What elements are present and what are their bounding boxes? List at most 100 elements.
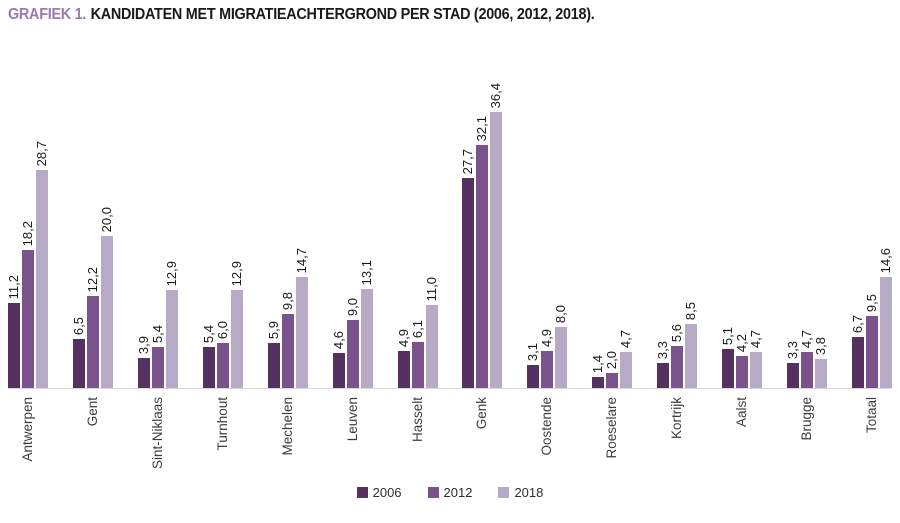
category-label-mechelen: Mechelen [279,397,295,456]
bar-slot-2006-turnhout: 5,4 [201,325,216,388]
bar-2006-roeselare [592,377,605,388]
bar-slot-2012-sint-niklaas: 5,4 [150,325,165,388]
category-label-aalst: Aalst [734,397,750,428]
category-label-oostende: Oostende [539,397,555,456]
bar-2018-gent [100,236,113,388]
category-label-antwerpen: Antwerpen [20,397,35,462]
legend-item-2006: 2006 [356,485,402,500]
bar-2018-genk [490,112,503,388]
bar-2012-hasselt [411,342,424,388]
bar-2018-roeselare [620,352,633,388]
category-label-genk: Genk [474,397,490,430]
bar-2012-totaal [865,316,878,388]
bar-value-label: 36,4 [488,82,504,108]
bar-value-label: 6,7 [849,314,865,333]
category-label-totaal: Totaal [863,397,879,434]
bar-value-label: 20,0 [98,206,114,232]
bar-value-label: 13,1 [358,259,374,285]
bar-2018-oostende [555,327,568,388]
category-label-turnhout: Turnhout [214,397,230,451]
bar-value-label: 8,0 [553,304,569,323]
bar-slot-2006-leuven: 4,6 [331,331,346,388]
bar-value-label: 8,5 [683,301,699,320]
bar-group-mechelen: 5,9 9,8 14,7 Mechelen [266,60,309,456]
bar-slot-2012-aalst: 4,2 [734,334,749,388]
bar-value-label: 32,1 [474,115,490,141]
bar-group-turnhout: 5,4 6,0 12,9 Turnhout [201,60,244,451]
bar-value-label: 9,8 [279,291,295,310]
bar-2018-hasselt [425,305,438,388]
legend-label-2018: 2018 [514,485,544,500]
bar-slot-2006-antwerpen: 11,2 [6,275,21,388]
chart-title-text: KANDIDATEN MET MIGRATIEACHTERGROND PER S… [90,6,595,23]
bar-2012-roeselare [606,373,619,388]
bar-group-brugge: 3,3 4,7 3,8 Brugge [785,60,828,441]
bar-2006-brugge [787,363,800,388]
bar-value-label: 14,6 [877,247,893,273]
bar-slot-2018-brugge: 3,8 [813,337,828,388]
legend: 2006 2012 2018 [0,485,900,500]
bar-slot-2018-leuven: 13,1 [359,260,374,388]
bar-slot-2006-sint-niklaas: 3,9 [136,336,151,388]
bar-group-totaal: 6,7 9,5 14,6 Totaal [850,60,893,433]
bar-value-label: 9,5 [863,293,879,312]
bar-2012-leuven [346,320,359,388]
bar-2006-mechelen [267,343,280,388]
bar-2018-turnhout [230,290,243,388]
bar-2012-genk [476,145,489,388]
legend-item-2012: 2012 [427,485,473,500]
bar-slot-2006-oostende: 3,1 [525,343,540,388]
bar-group-antwerpen: 11,2 18,2 28,7 Antwerpen [6,60,49,462]
bar-slot-2006-totaal: 6,7 [850,315,865,388]
bar-2012-turnhout [216,343,229,388]
bar-value-label: 5,4 [149,324,165,343]
bar-group-kortrijk: 3,3 5,6 8,5 Kortrijk [655,60,698,439]
bar-2018-antwerpen [36,170,48,388]
bar-group-aalst: 5,1 4,2 4,7 Aalst [720,60,763,427]
bar-slot-2012-totaal: 9,5 [864,294,879,388]
bar-slot-2018-gent: 20,0 [99,207,114,388]
chart-title-prefix: GRAFIEK 1. [8,6,87,23]
bar-slot-2018-totaal: 14,6 [878,248,893,388]
legend-swatch-2012 [427,487,439,498]
bar-2006-aalst [722,349,735,388]
bar-value-label: 1,4 [590,354,606,373]
legend-label-2006: 2006 [372,485,402,500]
bar-value-label: 4,2 [734,333,750,352]
legend-item-2018: 2018 [498,485,543,500]
bar-slot-2012-kortrijk: 5,6 [669,324,684,388]
bar-group-gent: 6,5 12,2 20,0 Gent [71,60,114,427]
category-label-roeselare: Roeselare [604,397,620,459]
bar-slot-2018-aalst: 4,7 [748,330,763,388]
bar-slot-2018-antwerpen: 28,7 [34,141,49,388]
bar-2018-mechelen [295,277,308,388]
bar-value-label: 4,6 [330,330,346,349]
bar-slot-2006-hasselt: 4,9 [396,329,411,388]
bar-value-label: 4,9 [539,328,555,347]
bar-slot-2006-aalst: 5,1 [720,327,735,388]
bar-value-label: 6,1 [409,319,425,338]
bar-2012-mechelen [281,314,294,388]
category-label-sint-niklaas: Sint-Niklaas [149,397,165,470]
bar-2018-leuven [360,289,373,388]
bar-slot-2012-turnhout: 6,0 [215,321,230,388]
bar-2006-antwerpen [8,303,20,388]
bar-slot-2012-antwerpen: 18,2 [20,221,35,388]
category-label-brugge: Brugge [799,397,815,441]
bar-slot-2018-mechelen: 14,7 [294,248,309,388]
bar-2006-oostende [527,365,540,388]
bar-slot-2018-turnhout: 12,9 [229,261,244,388]
chart-title: GRAFIEK 1. KANDIDATEN MET MIGRATIEACHTERG… [8,6,595,24]
bar-slot-2006-roeselare: 1,4 [590,355,605,388]
bar-value-label: 3,1 [525,342,541,361]
bar-value-label: 18,2 [20,220,35,246]
bar-2006-hasselt [397,351,410,388]
bar-2012-brugge [801,352,814,388]
bar-group-leuven: 4,6 9,0 13,1 Leuven [331,60,374,442]
bar-slot-2006-mechelen: 5,9 [266,321,281,388]
bar-slot-2018-hasselt: 11,0 [424,277,439,388]
bar-value-label: 4,7 [799,329,815,348]
bar-slot-2018-kortrijk: 8,5 [683,302,698,388]
legend-label-2012: 2012 [443,485,473,500]
